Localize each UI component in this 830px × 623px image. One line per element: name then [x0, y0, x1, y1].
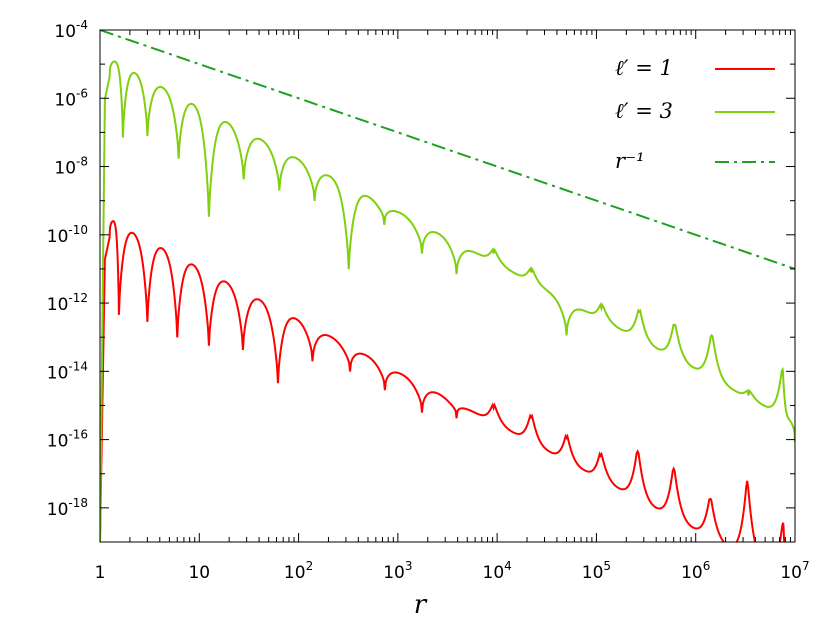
y-tick-label: 10-6 — [54, 86, 88, 110]
series-line-1 — [100, 220, 786, 542]
x-tick-label: 102 — [284, 559, 313, 583]
legend-label-1: ℓ′ = 1 — [615, 56, 673, 80]
y-tick-label: 10-16 — [47, 428, 88, 452]
labels-layer: 1 10 102 103 104 105 106 107 10-4 10-6 10-8 10-10 10… — [47, 18, 810, 583]
x-axis-title: r — [414, 590, 428, 620]
y-tick-label: 10-18 — [47, 496, 88, 520]
legend-label-2: ℓ′ = 3 — [615, 99, 673, 123]
x-tick-label: 1 — [95, 563, 106, 583]
legend-label-3: r⁻¹ — [615, 149, 645, 173]
x-tick-label: 103 — [383, 559, 412, 583]
x-tick-label: 104 — [483, 559, 512, 583]
plot-frame — [99, 29, 796, 543]
legend: ℓ′ = 1 ℓ′ = 3 r⁻¹ — [615, 56, 775, 173]
y-tick-label: 10-4 — [54, 18, 88, 42]
x-tick-label: 105 — [582, 559, 611, 583]
x-tick-label: 106 — [681, 559, 710, 583]
y-tick-label: 10-8 — [54, 155, 88, 179]
series-line-2 — [100, 60, 795, 542]
y-tick-label: 10-12 — [47, 291, 88, 315]
series-layer — [100, 30, 795, 542]
y-tick-label: 10-14 — [47, 359, 88, 383]
x-tick-label: 10 — [188, 563, 210, 583]
y-tick-label: 10-10 — [47, 223, 88, 247]
x-tick-label: 107 — [780, 559, 809, 583]
ticks-layer — [99, 29, 795, 543]
